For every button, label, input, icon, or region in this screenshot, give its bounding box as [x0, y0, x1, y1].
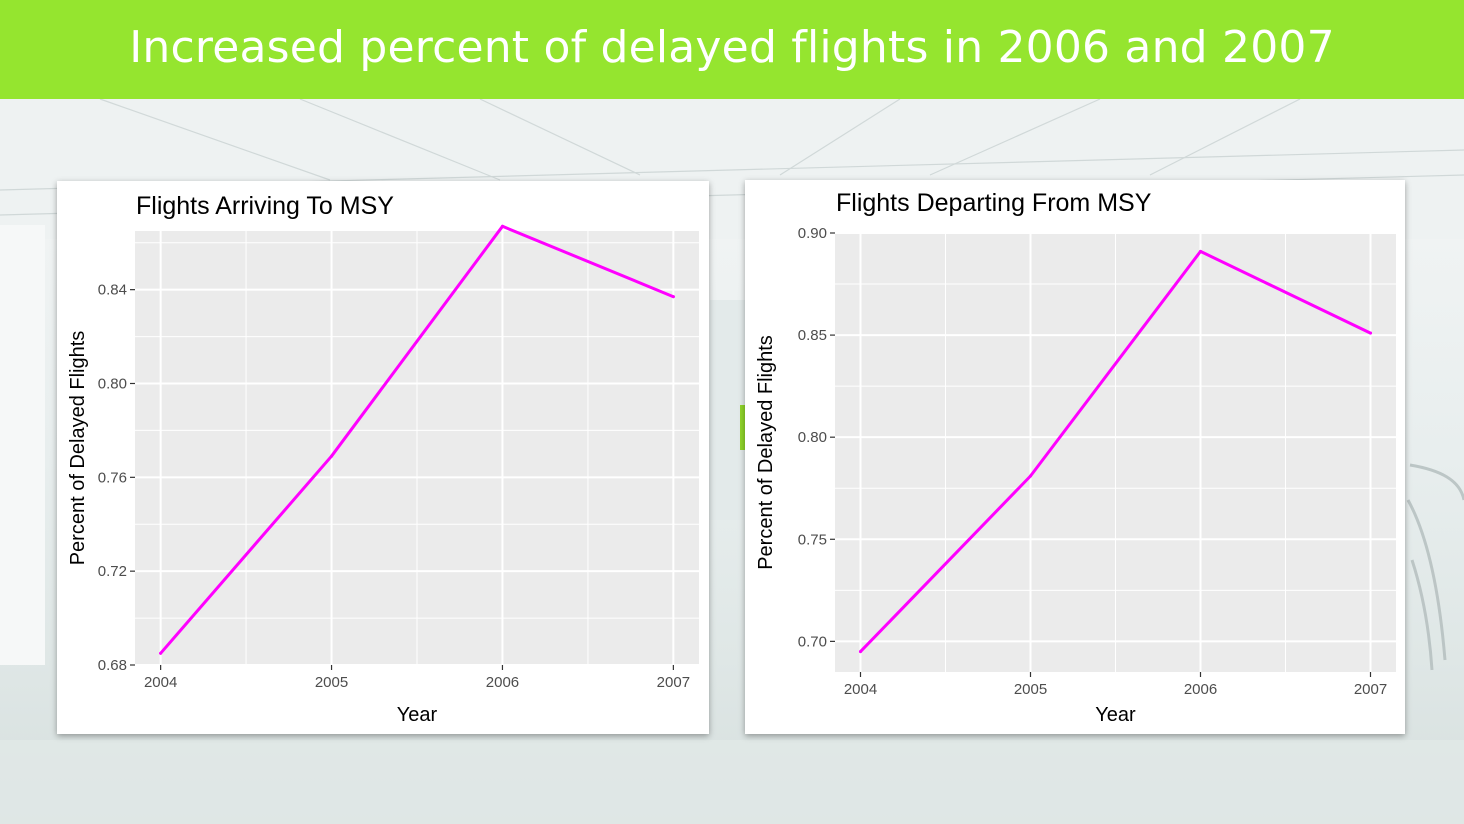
y-axis-label: Percent of Delayed Flights: [67, 331, 89, 566]
y-tick-label: 0.72: [98, 563, 127, 580]
x-axis-label: Year: [1095, 704, 1136, 726]
data-point: [1199, 249, 1202, 253]
x-tick-label: 2007: [1354, 681, 1387, 698]
y-tick-label: 0.75: [798, 531, 827, 548]
data-point: [1369, 331, 1372, 335]
series-line: [159, 224, 675, 655]
x-tick-label: 2007: [657, 674, 690, 691]
y-tick-label: 0.90: [798, 225, 827, 242]
arriving-chart-card: Flights Arriving To MSY 0.68 0.72 0.76 0.80 0…: [57, 181, 709, 734]
departing-chart-card: Flights Departing From MSY 0.70 0.75 0.80 0.…: [745, 180, 1405, 734]
arriving-chart: Flights Arriving To MSY 0.68 0.72 0.76 0.80 0…: [67, 192, 699, 726]
y-tick-label: 0.68: [98, 657, 127, 674]
x-tick-label: 2004: [844, 681, 877, 698]
departing-chart: Flights Departing From MSY 0.70 0.75 0.80 0.…: [755, 189, 1396, 726]
data-point: [671, 295, 675, 299]
y-axis-label: Percent of Delayed Flights: [755, 335, 777, 570]
data-point: [330, 454, 334, 458]
chart-title: Flights Arriving To MSY: [136, 192, 394, 220]
data-point: [159, 651, 163, 655]
y-tick-label: 0.85: [798, 327, 827, 344]
x-tick-label: 2006: [486, 674, 519, 691]
chart-title: Flights Departing From MSY: [836, 189, 1152, 217]
x-tick-label: 2005: [1014, 681, 1047, 698]
x-tick-label: 2005: [315, 674, 348, 691]
y-tick-label: 0.76: [98, 469, 127, 486]
data-point: [859, 650, 862, 654]
title-banner: Increased percent of delayed flights in …: [0, 0, 1464, 99]
y-tick-label: 0.84: [98, 282, 127, 299]
x-tick-label: 2004: [144, 674, 177, 691]
data-point: [1029, 474, 1032, 478]
y-tick-label: 0.80: [98, 375, 127, 392]
x-axis-label: Year: [397, 704, 438, 726]
series-line: [859, 249, 1372, 654]
y-tick-label: 0.80: [798, 429, 827, 446]
data-point: [500, 224, 504, 228]
x-tick-label: 2006: [1184, 681, 1217, 698]
y-tick-label: 0.70: [798, 633, 827, 650]
slide-title: Increased percent of delayed flights in …: [129, 22, 1335, 73]
